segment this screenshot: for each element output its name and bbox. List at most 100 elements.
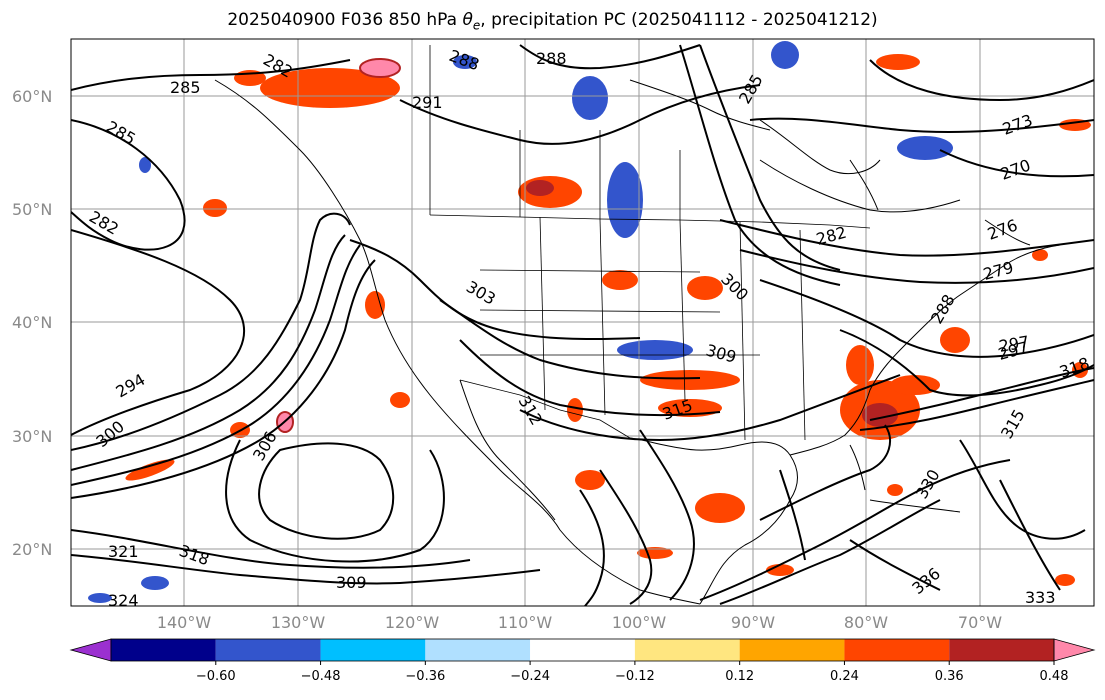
lon-label: 120°W xyxy=(385,613,440,632)
precip-blob xyxy=(141,576,169,590)
state-border xyxy=(479,309,721,313)
colorbar-tick-label: 0.24 xyxy=(830,669,859,684)
contour-line xyxy=(839,329,1094,397)
colorbar-cell xyxy=(111,639,216,661)
colorbar: −0.60 −0.48 −0.36 −0.24 −0.12 0.12 0.24 0.36 0.4… xyxy=(69,638,1096,684)
contour-line xyxy=(679,44,841,286)
precip-blob xyxy=(390,392,410,408)
colorbar-cell xyxy=(634,639,740,661)
contour-line xyxy=(699,459,1011,601)
precip-blob xyxy=(365,291,385,319)
contour-line xyxy=(71,259,376,499)
graticule xyxy=(71,39,1094,606)
cuba xyxy=(869,499,961,513)
colorbar-tick-label: −0.12 xyxy=(615,669,655,684)
lat-label: 40°N xyxy=(12,313,52,332)
contour-line xyxy=(71,212,351,451)
lat-label: 50°N xyxy=(12,200,52,219)
precip-blob xyxy=(575,470,605,490)
longitude-labels: 140°W 130°W 120°W 110°W 100°W 90°W 80°W … xyxy=(157,613,1002,632)
contour-line xyxy=(719,499,941,605)
contour-line xyxy=(579,489,605,606)
contour-line xyxy=(849,539,941,591)
political-borders xyxy=(429,45,871,441)
contour-line xyxy=(999,479,1061,591)
precip-blob xyxy=(453,55,477,69)
atlantic-coast xyxy=(789,244,1061,456)
lon-label: 140°W xyxy=(157,613,212,632)
lon-label: 70°W xyxy=(958,613,1002,632)
colorbar-tick-label: 0.36 xyxy=(935,669,964,684)
precip-blob xyxy=(607,162,643,238)
hudson-bay-north xyxy=(759,119,881,175)
contour-line xyxy=(71,229,246,436)
hudson-bay-coast xyxy=(759,159,961,213)
pacific-coast xyxy=(214,79,701,605)
precip-blob xyxy=(88,593,112,603)
james-bay-coast xyxy=(849,159,879,211)
colorbar-cell xyxy=(320,639,426,661)
precip-blob xyxy=(897,136,953,160)
contour-line xyxy=(71,244,361,486)
colorbar-extend-min xyxy=(69,638,112,662)
precip-blob xyxy=(567,398,583,422)
map-content xyxy=(71,39,1094,606)
state-border xyxy=(599,218,606,416)
colorbar-cell xyxy=(739,639,845,661)
baja-california xyxy=(459,379,556,521)
contour-line xyxy=(71,554,541,585)
precip-blob xyxy=(359,58,401,78)
contour-line xyxy=(439,299,701,380)
precip-blob xyxy=(602,270,638,290)
contour-label: 288 xyxy=(536,49,567,68)
colorbar-outline xyxy=(110,638,1055,662)
contour-line xyxy=(258,442,395,540)
contour-line xyxy=(759,424,891,521)
theta-e-contours xyxy=(71,44,1094,606)
precip-blob xyxy=(1032,249,1048,261)
contour-line xyxy=(71,119,186,251)
contour-line xyxy=(759,279,1094,358)
precip-blob xyxy=(526,180,554,196)
colorbar-ticks: −0.60 −0.48 −0.36 −0.24 −0.12 0.12 0.24 0.36 0.4… xyxy=(196,661,1068,684)
colorbar-cell xyxy=(530,639,635,661)
title-theta: θ xyxy=(462,10,473,30)
contour-line xyxy=(699,44,841,271)
us-mexico-border xyxy=(459,379,631,439)
contour-line xyxy=(71,234,346,471)
precip-blob xyxy=(846,345,874,385)
contour-line xyxy=(859,379,1094,431)
contour-label: 333 xyxy=(1025,588,1056,607)
florida-peninsula xyxy=(849,444,866,491)
lat-label: 30°N xyxy=(12,427,52,446)
title-prefix: 2025040900 F036 850 hPa xyxy=(227,10,463,30)
state-border xyxy=(679,219,686,401)
lat-label: 60°N xyxy=(12,87,52,106)
colorbar-tick-label: −0.60 xyxy=(196,669,236,684)
colorbar-tick-label: −0.36 xyxy=(405,669,445,684)
contour-line xyxy=(869,367,1094,421)
contour-label: 291 xyxy=(412,93,443,112)
precip-blob xyxy=(125,459,175,481)
precip-blob xyxy=(766,564,794,576)
contour-line xyxy=(779,469,806,561)
contour-label: 309 xyxy=(336,573,367,592)
colorbar-extend-max xyxy=(1053,638,1096,662)
labrador-coast xyxy=(984,219,1031,246)
precip-blob xyxy=(876,54,920,70)
state-border xyxy=(739,221,746,441)
lon-label: 80°W xyxy=(844,613,888,632)
colorbar-cell xyxy=(215,639,321,661)
colorbar-cell xyxy=(949,639,1054,661)
contour-line xyxy=(719,219,1094,257)
lon-label: 90°W xyxy=(731,613,775,632)
precip-blob xyxy=(1055,574,1075,586)
title-suffix: , precipitation PC (2025041112 - 2025041… xyxy=(480,10,878,30)
colorbar-tick-label: −0.24 xyxy=(510,669,550,684)
lon-label: 100°W xyxy=(612,613,667,632)
contour-label: 321 xyxy=(108,542,139,561)
lon-label: 110°W xyxy=(498,613,553,632)
contour-line xyxy=(869,59,1094,102)
contour-line xyxy=(639,429,695,601)
precip-blob xyxy=(890,375,940,395)
